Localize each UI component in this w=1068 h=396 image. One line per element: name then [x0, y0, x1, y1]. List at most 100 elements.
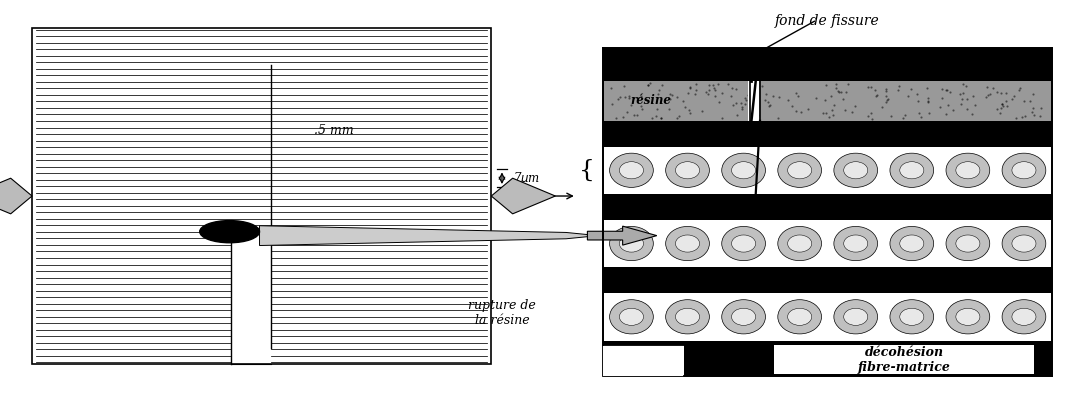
Point	[611, 93, 628, 100]
Point	[741, 81, 758, 88]
Ellipse shape	[834, 300, 878, 334]
Point	[878, 88, 895, 94]
Ellipse shape	[665, 227, 709, 261]
Point	[835, 96, 852, 103]
Point	[953, 101, 970, 107]
Bar	[603, 121, 1052, 147]
Point	[618, 109, 635, 115]
Point	[629, 95, 646, 101]
Point	[643, 115, 660, 121]
Point	[761, 102, 779, 108]
Point	[1022, 98, 1039, 105]
Ellipse shape	[619, 235, 644, 252]
Point	[728, 112, 745, 119]
Ellipse shape	[1002, 227, 1046, 261]
Ellipse shape	[1011, 235, 1036, 252]
Point	[992, 90, 1009, 97]
Point	[1023, 109, 1040, 115]
Point	[816, 97, 833, 103]
Point	[944, 107, 961, 113]
Ellipse shape	[956, 162, 980, 179]
Point	[742, 112, 759, 118]
Point	[706, 93, 723, 99]
Point	[824, 112, 842, 119]
Point	[1007, 115, 1024, 121]
Point	[749, 103, 766, 110]
Point	[770, 115, 787, 121]
Point	[938, 111, 955, 118]
Point	[977, 94, 994, 100]
Point	[1010, 87, 1027, 93]
Circle shape	[200, 221, 260, 243]
Ellipse shape	[665, 153, 709, 187]
Point	[1011, 85, 1028, 91]
Point	[633, 103, 650, 109]
Point	[877, 93, 894, 99]
Ellipse shape	[844, 162, 868, 179]
Point	[737, 100, 754, 107]
Point	[830, 89, 847, 95]
Point	[829, 88, 846, 95]
Polygon shape	[260, 226, 598, 246]
Text: 7$\mu$m: 7$\mu$m	[513, 170, 540, 187]
Text: {: {	[579, 159, 595, 182]
Point	[626, 112, 643, 118]
Bar	[603, 147, 1052, 194]
Bar	[774, 345, 1034, 374]
Point	[844, 109, 861, 116]
Bar	[603, 220, 1052, 267]
Point	[737, 95, 754, 101]
Point	[1032, 113, 1049, 120]
Point	[998, 90, 1015, 96]
Point	[641, 80, 658, 87]
Point	[910, 97, 927, 104]
Point	[964, 92, 981, 99]
Point	[879, 96, 896, 103]
Ellipse shape	[946, 227, 990, 261]
Point	[985, 84, 1002, 91]
Point	[621, 95, 638, 102]
Ellipse shape	[610, 300, 654, 334]
Point	[1025, 105, 1042, 111]
Ellipse shape	[675, 235, 700, 252]
Ellipse shape	[890, 227, 933, 261]
Point	[920, 95, 937, 101]
Point	[713, 89, 731, 96]
Bar	[603, 267, 1052, 293]
Point	[918, 85, 936, 91]
Point	[807, 95, 824, 101]
Point	[878, 86, 895, 92]
Point	[1005, 93, 1022, 99]
Point	[651, 87, 669, 93]
Point	[862, 84, 879, 90]
Ellipse shape	[665, 300, 709, 334]
Point	[609, 96, 626, 103]
Ellipse shape	[1011, 308, 1036, 326]
Point	[933, 95, 951, 101]
Point	[697, 89, 714, 95]
Ellipse shape	[899, 162, 924, 179]
Bar	[603, 341, 1052, 376]
Point	[654, 82, 671, 88]
Point	[621, 93, 638, 99]
Point	[863, 116, 880, 122]
Point	[693, 108, 710, 114]
Ellipse shape	[956, 308, 980, 326]
Point	[846, 103, 863, 109]
Text: fond de fissure: fond de fissure	[775, 14, 880, 28]
Point	[1017, 112, 1034, 119]
Point	[704, 82, 721, 88]
Ellipse shape	[890, 300, 933, 334]
Point	[859, 113, 876, 120]
Point	[897, 112, 914, 118]
Ellipse shape	[1002, 300, 1046, 334]
Point	[725, 101, 742, 108]
Point	[662, 91, 679, 97]
Point	[878, 99, 895, 106]
Ellipse shape	[722, 227, 766, 261]
Point	[999, 103, 1016, 109]
Point	[647, 112, 664, 119]
Point	[745, 102, 763, 109]
Bar	[603, 48, 1052, 376]
Point	[661, 95, 678, 102]
